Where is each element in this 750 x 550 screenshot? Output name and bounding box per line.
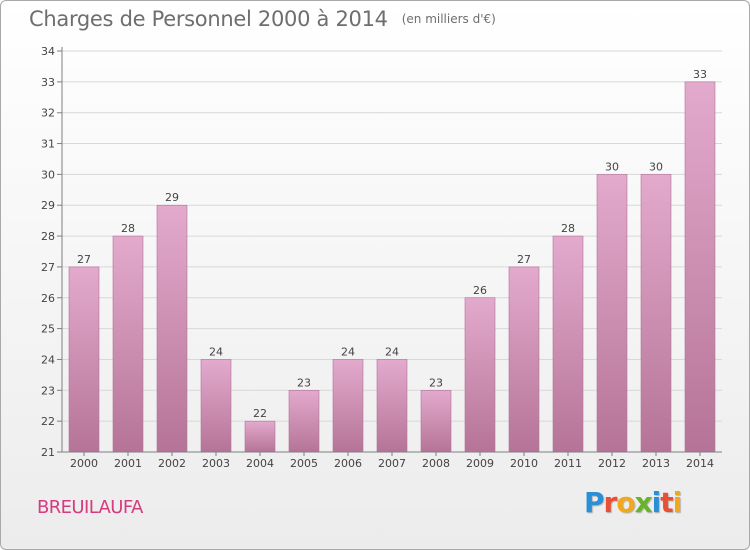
x-tick-label: 2006 xyxy=(334,457,362,470)
bar-value-label: 26 xyxy=(473,284,487,297)
bar-2000 xyxy=(68,266,100,453)
x-tick-label: 2007 xyxy=(378,457,406,470)
x-tick-label: 2009 xyxy=(466,457,494,470)
labels: 21 22 23 24 25 26 27 28 29 30 31 32 33 34 27 2000 28 2001… xyxy=(41,45,714,470)
bar-value-label: 30 xyxy=(649,160,663,173)
y-tick-label: 33 xyxy=(41,76,55,89)
x-tick-label: 2000 xyxy=(70,457,98,470)
bar-2014 xyxy=(684,81,716,453)
y-tick-label: 30 xyxy=(41,168,55,181)
bar-2007 xyxy=(376,359,408,453)
y-tick-label: 25 xyxy=(41,323,55,336)
chart-unit-note: (en milliers d'€) xyxy=(401,12,496,26)
y-tick-label: 22 xyxy=(41,415,55,428)
x-tick-label: 2001 xyxy=(114,457,142,470)
bars xyxy=(68,81,716,453)
x-tick-label: 2013 xyxy=(642,457,670,470)
y-tick-label: 23 xyxy=(41,384,55,397)
y-tick-label: 27 xyxy=(41,261,55,274)
bar-value-label: 28 xyxy=(561,222,575,235)
x-tick-label: 2014 xyxy=(686,457,714,470)
logo-letter: r xyxy=(603,486,618,519)
proxiti-logo: Proxiti xyxy=(584,486,683,519)
logo-letter: o xyxy=(616,486,635,519)
bar-value-label: 24 xyxy=(341,345,355,358)
bar-value-label: 33 xyxy=(693,68,707,81)
bar-2001 xyxy=(112,235,144,453)
bar-2010 xyxy=(508,266,540,453)
x-tick-label: 2012 xyxy=(598,457,626,470)
bar-2003 xyxy=(200,359,232,453)
bar-value-label: 22 xyxy=(253,407,267,420)
x-tick-label: 2010 xyxy=(510,457,538,470)
y-tick-label: 21 xyxy=(41,446,55,459)
y-tick-label: 29 xyxy=(41,199,55,212)
bar-value-label: 30 xyxy=(605,160,619,173)
bar-value-label: 24 xyxy=(385,345,399,358)
x-tick-label: 2005 xyxy=(290,457,318,470)
x-tick-label: 2003 xyxy=(202,457,230,470)
bar-value-label: 29 xyxy=(165,191,179,204)
bar-2005 xyxy=(288,390,320,453)
bar-2004 xyxy=(244,420,276,453)
logo-letter: i xyxy=(672,486,683,519)
bar-value-label: 27 xyxy=(517,253,531,266)
y-tick-label: 26 xyxy=(41,292,55,305)
y-tick-label: 32 xyxy=(41,107,55,120)
x-tick-label: 2004 xyxy=(246,457,274,470)
y-tick-label: 24 xyxy=(41,353,55,366)
bar-2012 xyxy=(596,174,628,453)
bar-value-label: 28 xyxy=(121,222,135,235)
logo-letter: x xyxy=(634,486,653,519)
bar-2002 xyxy=(156,204,188,453)
y-tick-label: 31 xyxy=(41,138,55,151)
bar-value-label: 24 xyxy=(209,345,223,358)
bar-2009 xyxy=(464,297,496,453)
x-tick-label: 2011 xyxy=(554,457,582,470)
chart-title-text: Charges de Personnel 2000 à 2014 xyxy=(29,7,388,31)
logo-letter: t xyxy=(660,486,673,519)
x-tick-label: 2002 xyxy=(158,457,186,470)
bar-2008 xyxy=(420,390,452,453)
bar-value-label: 23 xyxy=(429,376,443,389)
logo-letter: P xyxy=(584,486,605,519)
y-tick-label: 34 xyxy=(41,45,55,58)
y-tick-label: 28 xyxy=(41,230,55,243)
axes xyxy=(57,47,722,456)
bar-2006 xyxy=(332,359,364,453)
bar-value-label: 23 xyxy=(297,376,311,389)
logo-letter: i xyxy=(651,486,662,519)
commune-name: BREUILAUFA xyxy=(37,497,143,518)
chart-title: Charges de Personnel 2000 à 2014 (en mill… xyxy=(29,7,496,31)
bar-2011 xyxy=(552,235,584,453)
bar-value-label: 27 xyxy=(77,253,91,266)
bar-2013 xyxy=(640,174,672,453)
x-tick-label: 2008 xyxy=(422,457,450,470)
